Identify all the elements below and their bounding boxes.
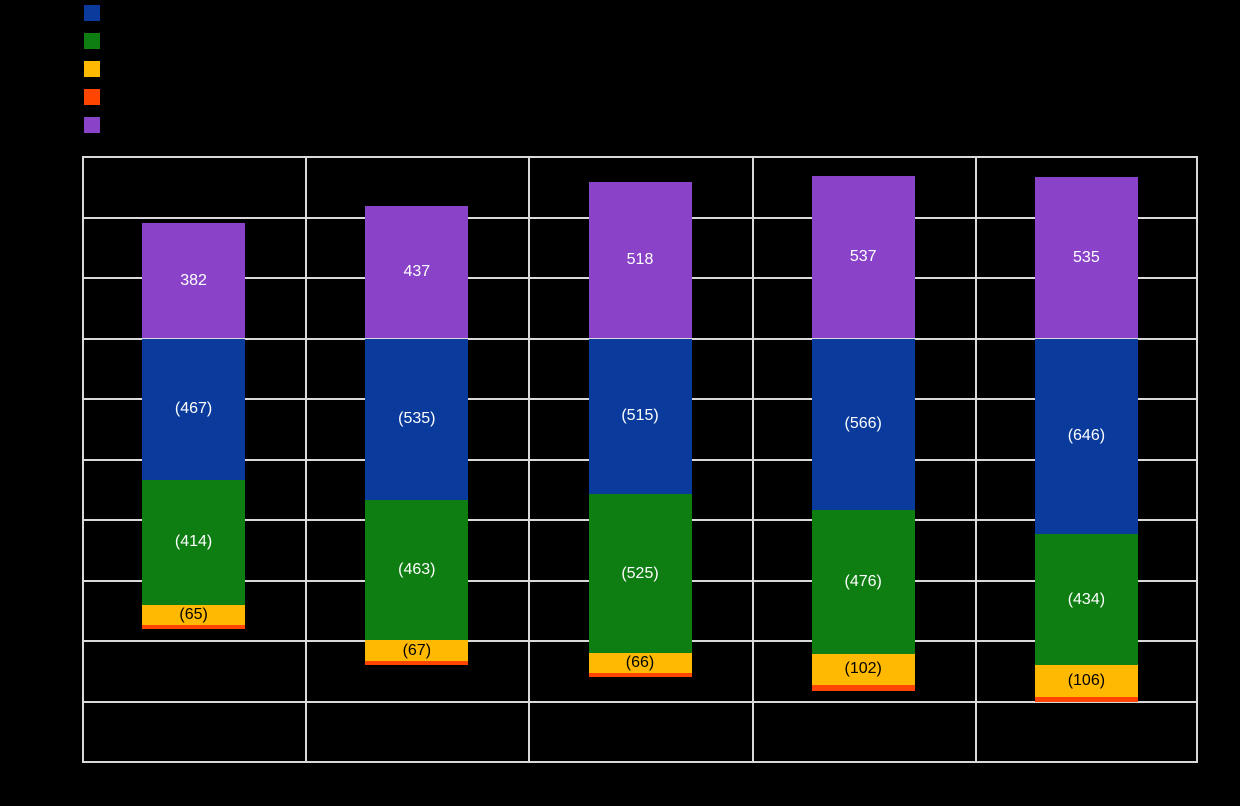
bar-3-segment-purple: 518: [588, 181, 692, 339]
bar-1-segment-purple: 382: [142, 222, 246, 339]
data-label-green-2: (463): [398, 561, 436, 579]
bar-4-segment-orange: (102): [811, 653, 915, 685]
vertical-gridline: [82, 157, 84, 762]
bar-3-segment-green: (525): [588, 494, 692, 654]
bar-2-segment-blue: (535): [365, 338, 469, 501]
bar-2-segment-orange: (67): [365, 640, 469, 661]
data-label-blue-5: (646): [1067, 427, 1106, 445]
legend-item-blue: [84, 5, 108, 21]
data-label-purple-1: 382: [180, 271, 207, 289]
horizontal-gridline: [82, 700, 1198, 703]
bar-2-segment-red: [365, 660, 469, 665]
legend-swatch-purple: [84, 117, 100, 133]
data-label-orange-2: (67): [402, 641, 432, 659]
legend-item-purple: [84, 117, 108, 133]
data-label-blue-2: (535): [398, 410, 436, 428]
bar-5-segment-purple: 535: [1034, 176, 1138, 339]
plot-area: (467) (414) (65) 382 (535) (463) (67) 437 (515) (…: [82, 156, 1198, 763]
vertical-gridline: [974, 157, 977, 762]
legend-swatch-blue: [84, 5, 100, 21]
data-label-green-1: (414): [174, 533, 213, 551]
data-label-orange-1: (65): [179, 605, 208, 623]
data-label-purple-2: 437: [403, 263, 431, 281]
vertical-gridline: [528, 157, 531, 762]
bar-3-segment-red: [588, 673, 692, 677]
data-label-orange-3: (66): [625, 654, 655, 672]
legend-swatch-green: [84, 33, 100, 49]
bar-4-segment-purple: 537: [811, 176, 915, 339]
vertical-gridline: [1196, 157, 1198, 762]
data-label-blue-3: (515): [621, 407, 659, 425]
data-label-green-3: (525): [621, 564, 659, 582]
bar-1-segment-orange: (65): [142, 605, 246, 625]
bar-1-segment-green: (414): [142, 479, 246, 605]
bar-4-segment-green: (476): [811, 509, 915, 654]
data-label-green-4: (476): [844, 572, 882, 590]
vertical-gridline: [751, 157, 754, 762]
horizontal-gridline: [82, 156, 1198, 158]
legend-item-orange: [84, 61, 108, 77]
bar-2-segment-green: (463): [365, 500, 469, 641]
data-label-blue-1: (467): [174, 400, 213, 418]
legend-swatch-red: [84, 89, 100, 105]
bar-5-segment-blue: (646): [1034, 338, 1138, 534]
bar-3-segment-orange: (66): [588, 653, 692, 674]
chart-legend: [84, 5, 108, 145]
bar-1-segment-red: [142, 624, 246, 629]
vertical-gridline: [305, 157, 308, 762]
bar-5-segment-red: [1034, 697, 1138, 703]
legend-item-green: [84, 33, 108, 49]
data-label-blue-4: (566): [844, 415, 882, 433]
bar-4-segment-blue: (566): [811, 338, 915, 510]
bar-4-segment-red: [811, 684, 915, 691]
data-label-orange-5: (106): [1067, 672, 1106, 690]
data-label-purple-3: 518: [626, 251, 654, 269]
bar-5-segment-orange: (106): [1034, 665, 1138, 698]
bar-3-segment-blue: (515): [588, 338, 692, 495]
data-label-green-5: (434): [1067, 590, 1106, 608]
horizontal-gridline: [82, 761, 1198, 763]
legend-swatch-orange: [84, 61, 100, 77]
bar-2-segment-purple: 437: [365, 206, 469, 339]
legend-item-red: [84, 89, 108, 105]
bar-1-segment-blue: (467): [142, 338, 246, 480]
bar-5-segment-green: (434): [1034, 533, 1138, 666]
data-label-purple-5: 535: [1073, 248, 1100, 266]
data-label-purple-4: 537: [849, 248, 877, 266]
data-label-orange-4: (102): [844, 660, 882, 678]
